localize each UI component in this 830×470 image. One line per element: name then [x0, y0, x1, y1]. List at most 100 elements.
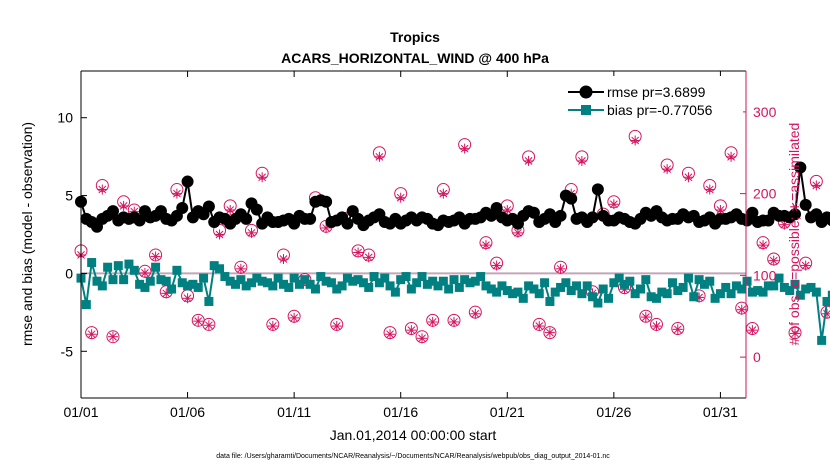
- rmse-point: [565, 192, 578, 205]
- rmse-point: [181, 175, 194, 188]
- rmse-series: [75, 161, 830, 233]
- legend-bias-marker: [581, 105, 591, 115]
- bias-point: [667, 278, 677, 288]
- bias-point: [167, 284, 177, 294]
- obs-assimilated-marker: [385, 329, 396, 340]
- bias-point: [151, 262, 161, 272]
- obs-assimilated-marker: [662, 164, 673, 175]
- obs-assimilated-marker: [523, 155, 534, 166]
- bias-point: [412, 278, 422, 288]
- bias-point: [822, 296, 830, 306]
- bias-point: [209, 261, 219, 271]
- bias-point: [289, 273, 299, 283]
- bias-point: [572, 281, 582, 291]
- bias-point: [801, 284, 811, 294]
- obs-assimilated-marker: [534, 321, 545, 332]
- bias-point: [177, 278, 187, 288]
- bias-point: [406, 284, 416, 294]
- bias-point: [294, 279, 304, 289]
- bias-point: [252, 273, 262, 283]
- rmse-point: [789, 208, 802, 221]
- legend-box: [562, 76, 743, 120]
- obs-assimilated-marker: [576, 155, 587, 166]
- rmse-point: [591, 183, 604, 196]
- obs-assimilated-marker: [406, 325, 417, 336]
- bias-point: [774, 273, 784, 283]
- y2-ticks: 0 100 200 300: [740, 104, 777, 365]
- bias-point: [641, 275, 651, 285]
- bias-point: [374, 278, 384, 288]
- bias-point: [449, 275, 459, 285]
- rmse-point: [202, 200, 215, 213]
- obs-assimilated-marker: [683, 172, 694, 183]
- bias-point: [657, 287, 667, 297]
- obs-assimilated-marker: [353, 247, 364, 258]
- bias-point: [753, 286, 763, 296]
- chart-title: Tropics: [390, 29, 440, 45]
- bias-point: [747, 287, 757, 297]
- bias-point: [87, 258, 97, 268]
- obs-assimilated-marker: [150, 251, 161, 262]
- obs-assimilated-marker: [118, 200, 129, 211]
- y2-tick-label: 0: [753, 349, 761, 365]
- bias-point: [172, 265, 182, 275]
- obs-assimilated-marker: [608, 199, 619, 210]
- obs-assimilated-marker: [363, 252, 374, 263]
- bias-point: [369, 272, 379, 282]
- bias-point: [481, 281, 491, 291]
- bias-point: [433, 281, 443, 291]
- obs-assimilated-marker: [374, 151, 385, 162]
- obs-assimilated-marker: [502, 204, 513, 215]
- obs-assimilated-marker: [214, 229, 225, 240]
- bias-point: [705, 276, 715, 286]
- obs-assimilated-marker: [790, 328, 801, 339]
- bias-point: [326, 278, 336, 288]
- bias-point: [348, 276, 358, 286]
- rmse-point: [746, 206, 759, 219]
- bias-point: [561, 278, 571, 288]
- rmse-point: [799, 198, 812, 211]
- x-tick-label: 01/26: [596, 404, 631, 420]
- bias-point: [710, 293, 720, 303]
- x-tick-label: 01/01: [63, 404, 98, 420]
- bias-point: [566, 286, 576, 296]
- bias-series: [76, 258, 830, 345]
- bias-point: [470, 276, 480, 286]
- bias-point: [694, 275, 704, 285]
- bias-point: [183, 281, 193, 291]
- obs-possible-marker: [639, 309, 653, 323]
- obs-assimilated-marker: [86, 329, 97, 340]
- bias-point: [262, 278, 272, 288]
- legend: rmse pr=3.6899 bias pr=-0.77056: [562, 76, 743, 120]
- bias-point: [247, 278, 257, 288]
- bias-point: [236, 275, 246, 285]
- rmse-point: [106, 205, 119, 218]
- rmse-point: [826, 214, 830, 227]
- data-file-footnote: data file: /Users/gharamti/Documents/NCA…: [216, 453, 610, 460]
- bias-point: [609, 278, 619, 288]
- rmse-point: [320, 195, 333, 208]
- bias-point: [316, 272, 326, 282]
- obs-assimilated-marker: [555, 263, 566, 274]
- chart-subtitle: ACARS_HORIZONTAL_WIND @ 400 hPa: [281, 50, 549, 66]
- obs-assimilated-marker: [480, 240, 491, 251]
- bias-point: [534, 289, 544, 299]
- bias-point: [577, 289, 587, 299]
- bias-point: [737, 284, 747, 294]
- bias-point: [785, 286, 795, 296]
- obs-assimilated-marker: [448, 316, 459, 327]
- bias-point: [401, 272, 411, 282]
- obs-assimilated-marker: [235, 263, 246, 274]
- bias-point: [332, 284, 342, 294]
- bias-point: [215, 264, 225, 274]
- obs-assimilated-marker: [758, 240, 769, 251]
- bias-point: [199, 273, 209, 283]
- obs-possible-marker: [543, 326, 557, 340]
- bias-point: [550, 287, 560, 297]
- obs-assimilated-marker: [640, 312, 651, 323]
- x-axis-label: Jan.01,2014 00:00:00 start: [330, 427, 497, 443]
- rmse-point: [176, 202, 189, 215]
- x-ticks: 01/01 01/06 01/11 01/16 01/21 01/26 01/31: [63, 71, 738, 420]
- rmse-point: [490, 202, 503, 215]
- obs-assimilated-marker: [278, 254, 289, 265]
